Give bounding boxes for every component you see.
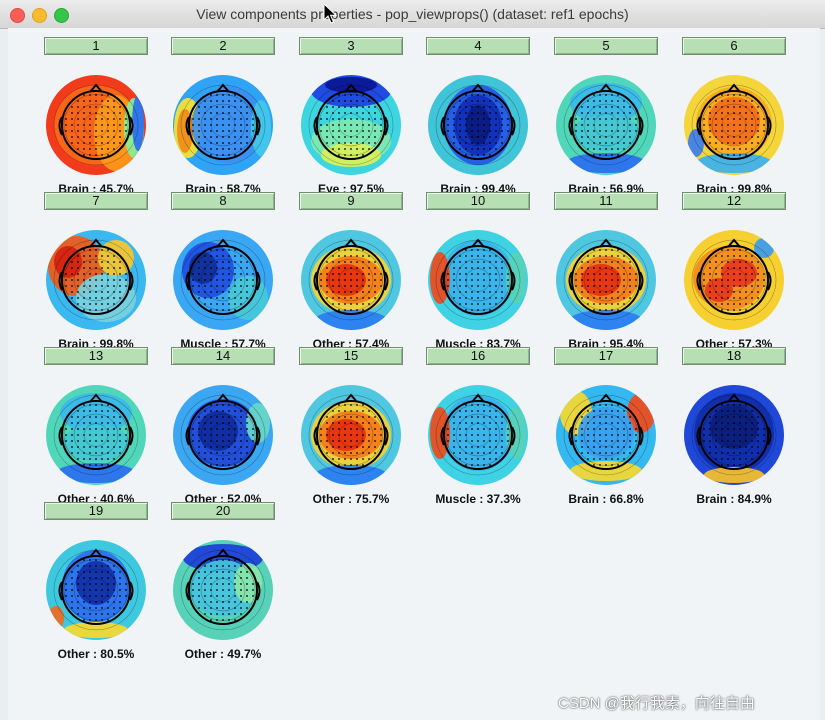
component-13-topoplot[interactable] [46,383,146,487]
component-18-button[interactable]: 18 [682,347,786,365]
component-17-classification: Brain : 66.8% [568,492,644,506]
component-6-button[interactable]: 6 [682,37,786,55]
component-3-button[interactable]: 3 [299,37,403,55]
component-16-topoplot[interactable] [428,383,528,487]
component-7-topoplot[interactable] [46,228,146,332]
component-12-topoplot[interactable] [684,228,784,332]
component-11-topoplot[interactable] [556,228,656,332]
component-17-topoplot[interactable] [556,383,656,487]
component-19-classification: Other : 80.5% [57,647,135,661]
components-panel: 1 Brain : 45.7% 2 Brain : 58.7% 3 Eye : 97.5%… [8,28,820,720]
component-8-topoplot[interactable] [173,228,273,332]
watermark-text: CSDN @我行我素，向往自由 [558,695,755,712]
component-9-button[interactable]: 9 [299,192,403,210]
component-16-classification: Muscle : 37.3% [435,492,521,506]
component-15-topoplot[interactable] [301,383,401,487]
window-title: View components properties - pop_viewpro… [196,6,629,22]
component-3-topoplot[interactable] [301,73,401,177]
component-12-button[interactable]: 12 [682,192,786,210]
component-7-button[interactable]: 7 [44,192,148,210]
window-titlebar: View components properties - pop_viewpro… [0,0,825,29]
component-20-button[interactable]: 20 [171,502,275,520]
component-10-button[interactable]: 10 [426,192,530,210]
component-14-button[interactable]: 14 [171,347,275,365]
component-20-topoplot[interactable] [173,538,273,642]
component-19-topoplot[interactable] [46,538,146,642]
component-4-topoplot[interactable] [428,73,528,177]
component-20-classification: Other : 49.7% [184,647,262,661]
close-window-button[interactable] [10,8,25,23]
component-17-button[interactable]: 17 [554,347,658,365]
component-13-button[interactable]: 13 [44,347,148,365]
component-11-button[interactable]: 11 [554,192,658,210]
component-2-topoplot[interactable] [173,73,273,177]
component-9-topoplot[interactable] [301,228,401,332]
component-15-classification: Other : 75.7% [312,492,390,506]
component-4-button[interactable]: 4 [426,37,530,55]
component-14-topoplot[interactable] [173,383,273,487]
mouse-pointer-icon [323,3,338,24]
component-2-button[interactable]: 2 [171,37,275,55]
maximize-window-button[interactable] [54,8,69,23]
component-15-button[interactable]: 15 [299,347,403,365]
component-16-button[interactable]: 16 [426,347,530,365]
component-19-button[interactable]: 19 [44,502,148,520]
component-1-button[interactable]: 1 [44,37,148,55]
component-8-button[interactable]: 8 [171,192,275,210]
component-10-topoplot[interactable] [428,228,528,332]
component-18-classification: Brain : 84.9% [696,492,772,506]
component-5-button[interactable]: 5 [554,37,658,55]
component-18-topoplot[interactable] [684,383,784,487]
component-6-topoplot[interactable] [684,73,784,177]
component-5-topoplot[interactable] [556,73,656,177]
minimize-window-button[interactable] [32,8,47,23]
component-1-topoplot[interactable] [46,73,146,177]
